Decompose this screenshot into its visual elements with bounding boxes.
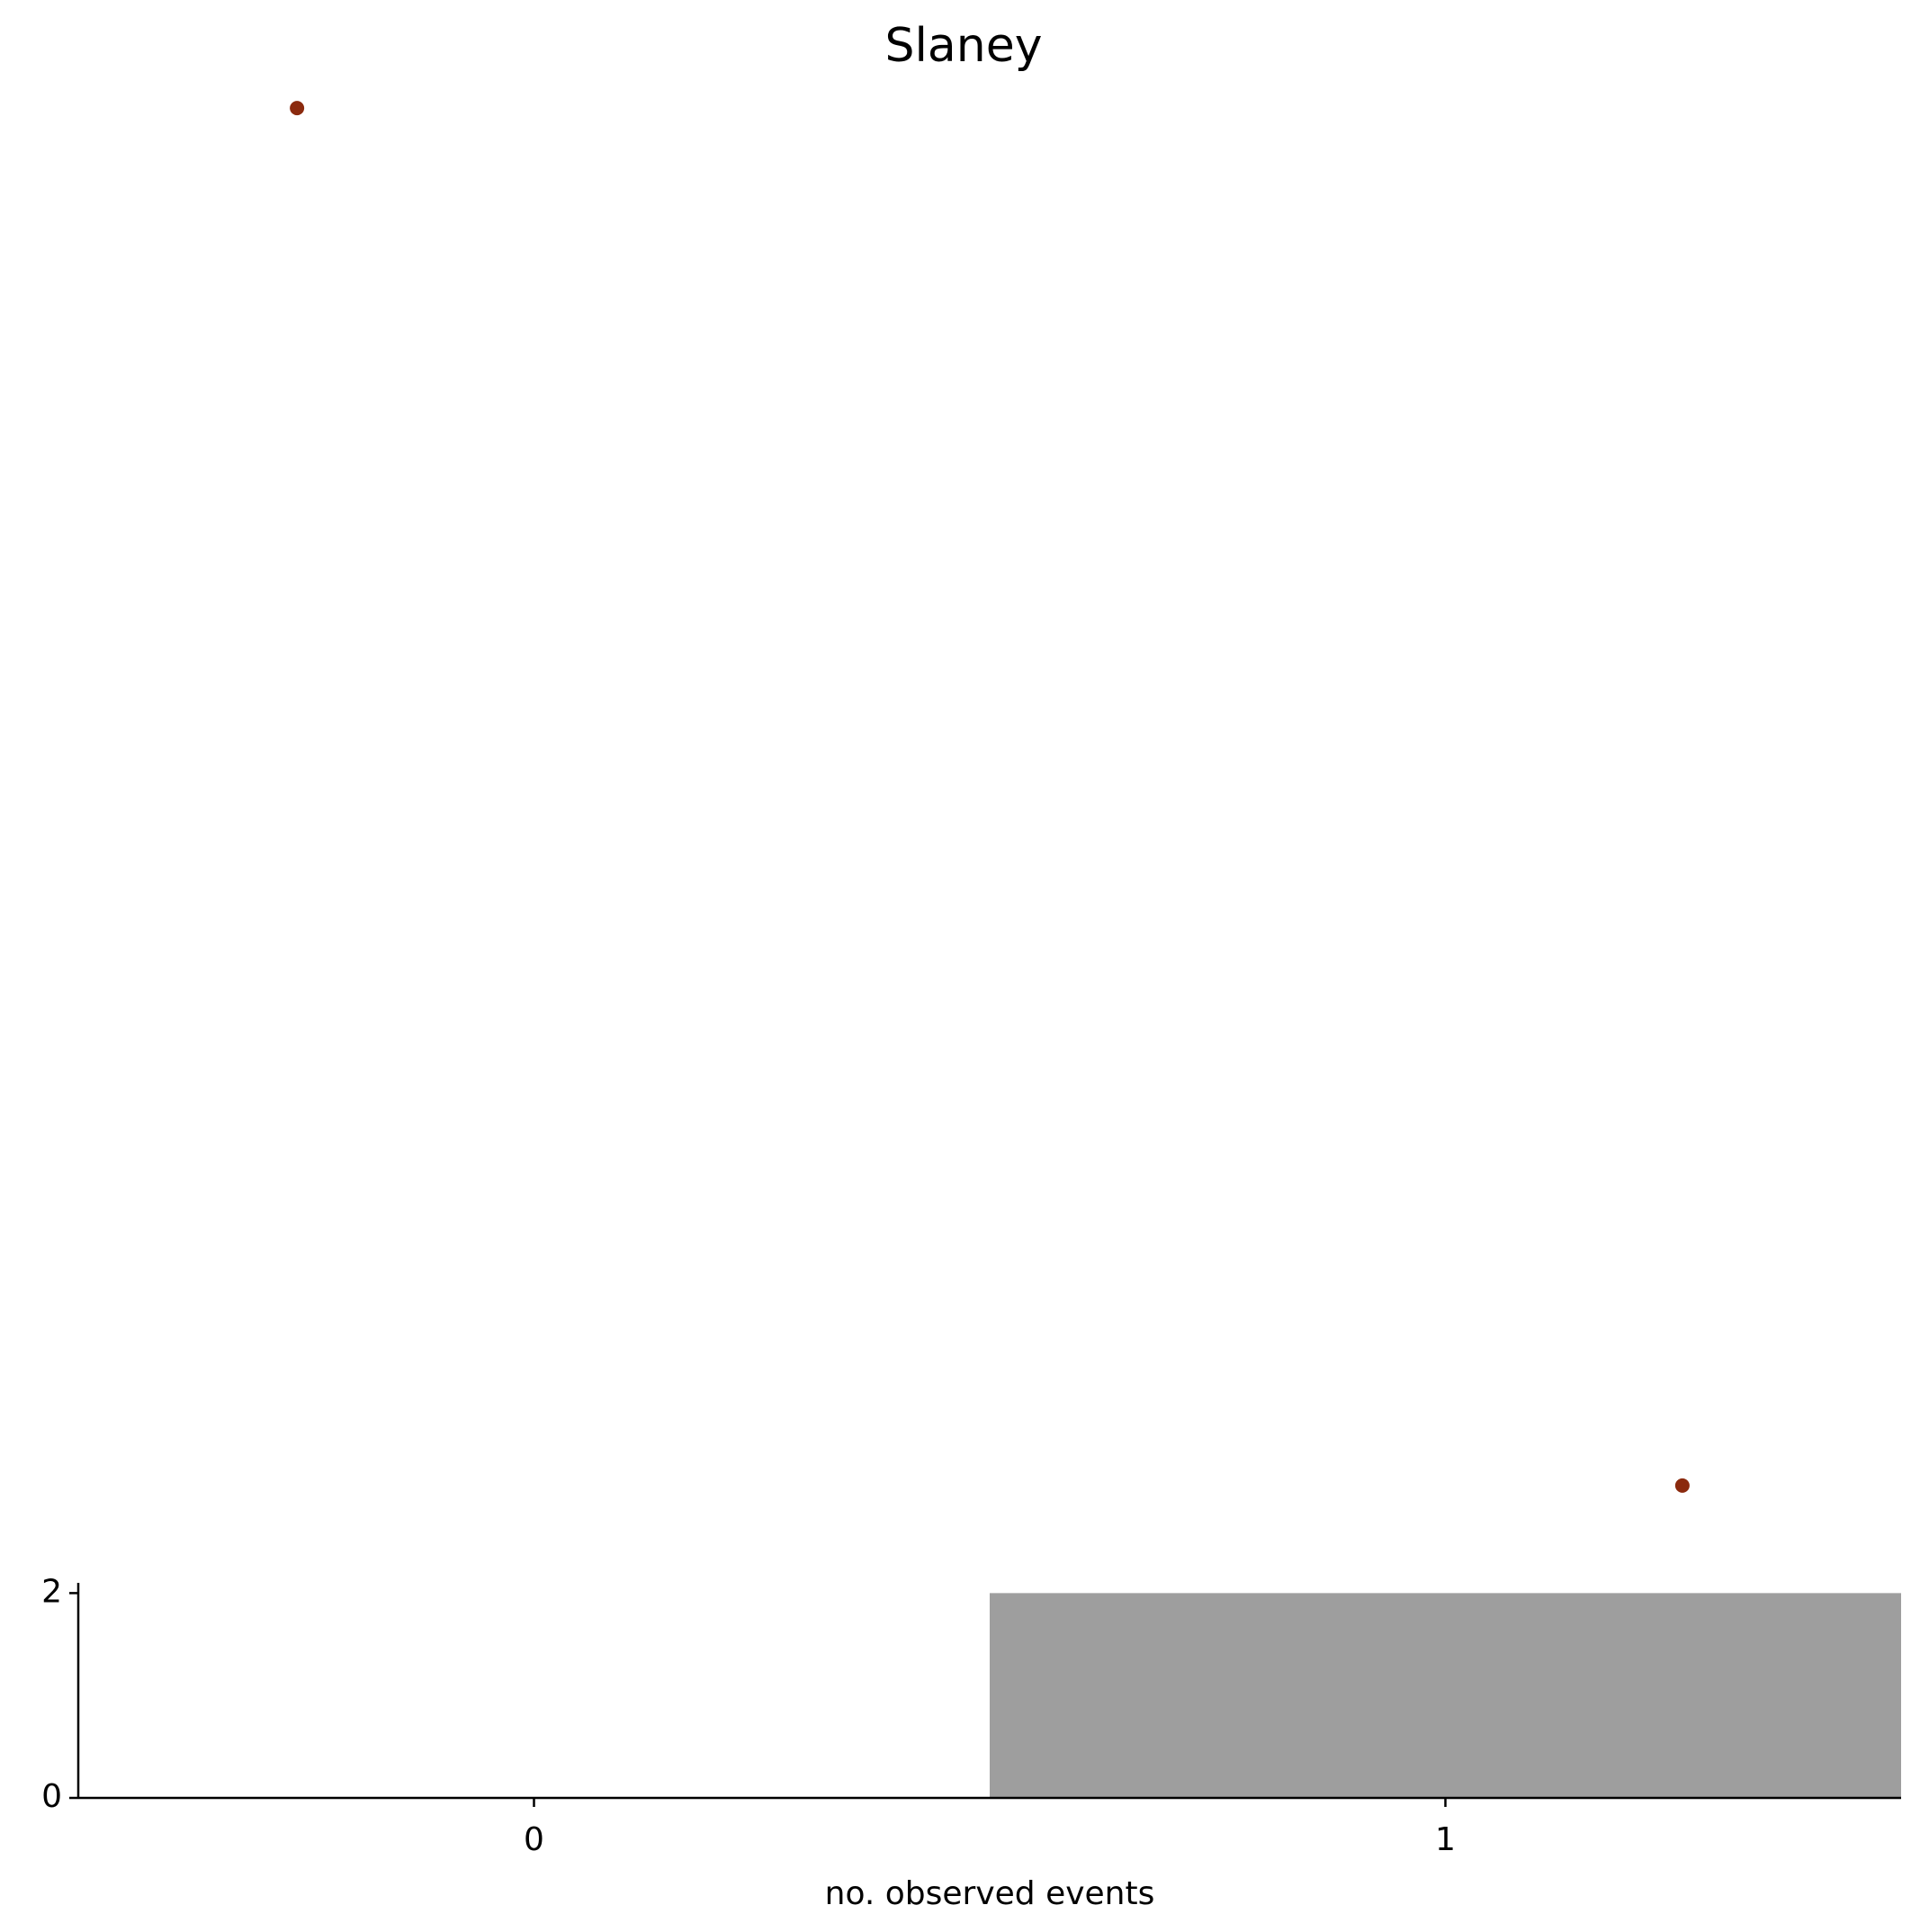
y-tick-label: 0 [41,1778,62,1815]
point [1674,1478,1690,1493]
bar [990,1593,1901,1798]
x-tick-label: 0 [524,1821,544,1858]
point [290,101,305,116]
x-axis-label: no. observed events [825,1875,1155,1912]
chart-title: Slaney [884,19,1042,73]
y-tick-label: 2 [41,1573,62,1610]
x-tick-label: 1 [1435,1821,1456,1858]
